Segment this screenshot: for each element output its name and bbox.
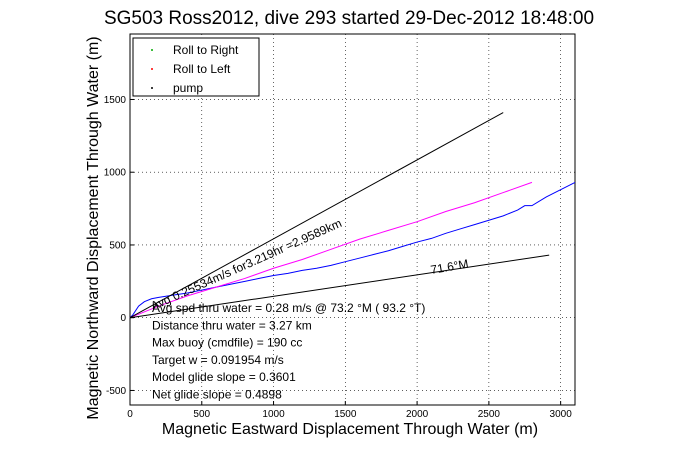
info-line: Avg spd thru water = 0.28 m/s @ 73.2 °M … (152, 301, 425, 315)
info-line: Model glide slope = 0.3601 (152, 370, 296, 384)
legend-box (132, 37, 260, 97)
info-line: Max buoy (cmdfile) = 190 cc (152, 336, 302, 350)
x-tick-label: 500 (193, 409, 210, 420)
chart-title: SG503 Ross2012, dive 293 started 29-Dec-… (104, 8, 594, 29)
series-bound-upper (129, 112, 504, 319)
x-tick-label: 1500 (334, 409, 357, 420)
info-line: Net glide slope = 0.4898 (152, 388, 282, 402)
series-bound-lower (129, 254, 550, 319)
legend-marker (151, 87, 153, 89)
x-axis-label: Magnetic Eastward Displacement Through W… (162, 421, 538, 438)
y-axis-label: Magnetic Northward Displacement Through … (85, 36, 102, 419)
info-line: Distance thru water = 3.27 km (152, 318, 312, 332)
plot-area: 0 500 1000 1500 2000 2500 3000 -500 0 500 1000 1500… (104, 33, 576, 420)
y-tick-label: 500 (109, 240, 126, 251)
y-tick-label: 0 (120, 313, 126, 324)
x-tick-label: 2000 (406, 409, 429, 420)
x-tick-label: 2500 (478, 409, 501, 420)
x-tick-label: 3000 (550, 409, 573, 420)
legend-label: Roll to Right (173, 43, 239, 57)
legend-label: pump (173, 81, 203, 95)
annotation-heading: 71.6°M (430, 257, 470, 277)
legend-marker (151, 68, 153, 70)
x-tick-label: 1000 (262, 409, 285, 420)
y-tick-label: 1500 (104, 95, 127, 106)
info-block: Avg spd thru water = 0.28 m/s @ 73.2 °M … (152, 301, 425, 402)
y-tick-label: -500 (106, 386, 126, 397)
legend-marker (151, 49, 153, 51)
series-heading (129, 181, 533, 319)
legend-label: Roll to Left (173, 62, 231, 76)
info-line: Target w = 0.091954 m/s (152, 353, 284, 367)
y-tick-label: 1000 (104, 168, 127, 179)
x-tick-label: 0 (127, 409, 133, 420)
legend: Roll to Right Roll to Left pump (132, 37, 260, 97)
